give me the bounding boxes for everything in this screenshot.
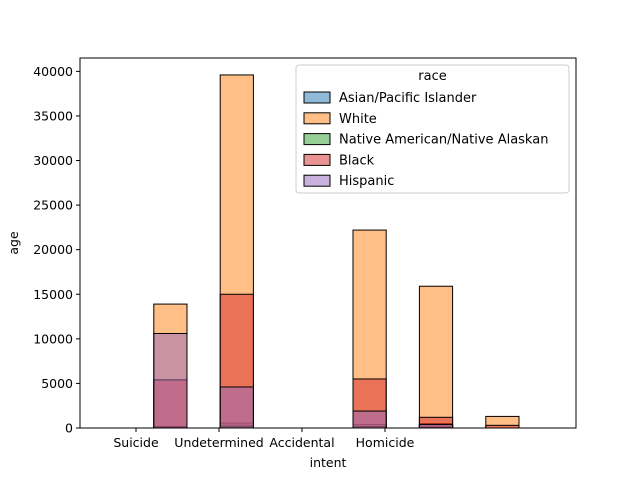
x-tick-label: Undetermined: [174, 435, 263, 450]
legend-label: Black: [339, 153, 375, 168]
y-tick-label: 35000: [33, 108, 73, 123]
x-axis-label: intent: [310, 455, 347, 470]
y-tick-label: 5000: [41, 376, 73, 391]
y-tick-label: 20000: [33, 242, 73, 257]
legend-label: Asian/Pacific Islander: [339, 91, 477, 106]
legend-swatch: [303, 91, 331, 104]
legend-swatch: [303, 174, 331, 187]
x-tick-label: Homicide: [356, 435, 415, 450]
legend-label: Hispanic: [339, 174, 394, 189]
x-tick-label: Suicide: [113, 435, 159, 450]
legend-label: Native American/Native Alaskan: [339, 133, 548, 148]
y-tick-label: 15000: [33, 287, 73, 302]
bar-hispanic-bin-3: [219, 386, 254, 429]
y-axis-label: age: [6, 231, 21, 255]
y-tick-label: 30000: [33, 153, 73, 168]
x-axis-ticks: Suicide Undetermined Accidental Homicide: [113, 428, 415, 450]
bar-hispanic-bin-2: [153, 332, 188, 429]
bar-hispanic-bin-6: [418, 423, 454, 429]
legend: race Asian/Pacific Islander White Native A…: [295, 64, 570, 194]
legend-box: [295, 64, 570, 194]
y-tick-label: 10000: [33, 331, 73, 346]
y-tick-label: 40000: [33, 64, 73, 79]
legend-title: race: [418, 69, 446, 84]
y-axis-ticks: 0 5000 10000 15000 20000 25000 30000 35000 40000: [33, 64, 80, 436]
legend-swatch: [303, 153, 331, 166]
bar-white-bin-6: [418, 285, 454, 429]
y-tick-label: 0: [65, 421, 73, 436]
bar-hispanic-bin-5: [352, 410, 387, 429]
legend-items: Asian/Pacific Islander White Native Americ…: [303, 91, 548, 189]
x-tick-label: Accidental: [269, 435, 334, 450]
y-tick-label: 25000: [33, 198, 73, 213]
bars-layer: [153, 74, 520, 429]
legend-label: White: [339, 112, 377, 127]
legend-swatch: [303, 112, 331, 125]
legend-swatch: [303, 133, 331, 146]
axes-frame: [79, 57, 577, 429]
